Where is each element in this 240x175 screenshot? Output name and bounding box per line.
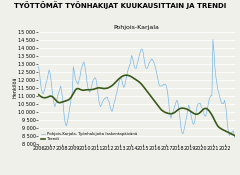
Pohjois-Karjala, Työnhakijoita laskentapäivänä — [70, 96, 73, 98]
Title: Pohjois-Karjala: Pohjois-Karjala — [114, 25, 160, 30]
Pohjois-Karjala, Työnhakijoita laskentapäivänä — [140, 48, 143, 50]
Trendi — [58, 102, 61, 104]
Trendi — [124, 74, 127, 76]
Trendi — [137, 80, 140, 82]
Y-axis label: Henkilöä: Henkilöä — [12, 77, 17, 98]
Pohjois-Karjala, Työnhakijoita laskentapäivänä — [136, 62, 139, 65]
Line: Trendi: Trendi — [38, 75, 235, 136]
Legend: Pohjois-Karjala, Työnhakijoita laskentapäivänä, Trendi: Pohjois-Karjala, Työnhakijoita laskentap… — [40, 132, 137, 142]
Trendi — [141, 84, 144, 86]
Line: Pohjois-Karjala, Työnhakijoita laskentapäivänä: Pohjois-Karjala, Työnhakijoita laskentap… — [38, 40, 235, 139]
Text: TYÖTTÖMÄT TYÖNHAKIJAT KUUKAUSITTAIN JA TRENDI: TYÖTTÖMÄT TYÖNHAKIJAT KUUKAUSITTAIN JA T… — [14, 1, 226, 9]
Trendi — [183, 107, 186, 110]
Pohjois-Karjala, Työnhakijoita laskentapäivänä — [89, 88, 92, 90]
Pohjois-Karjala, Työnhakijoita laskentapäivänä — [37, 66, 40, 68]
Trendi — [37, 93, 40, 96]
Pohjois-Karjala, Työnhakijoita laskentapäivänä — [234, 138, 237, 140]
Pohjois-Karjala, Työnhakijoita laskentapäivänä — [211, 38, 214, 41]
Trendi — [70, 96, 73, 98]
Pohjois-Karjala, Työnhakijoita laskentapäivänä — [182, 130, 185, 132]
Pohjois-Karjala, Työnhakijoita laskentapäivänä — [58, 88, 61, 90]
Trendi — [89, 89, 92, 91]
Trendi — [234, 135, 237, 137]
